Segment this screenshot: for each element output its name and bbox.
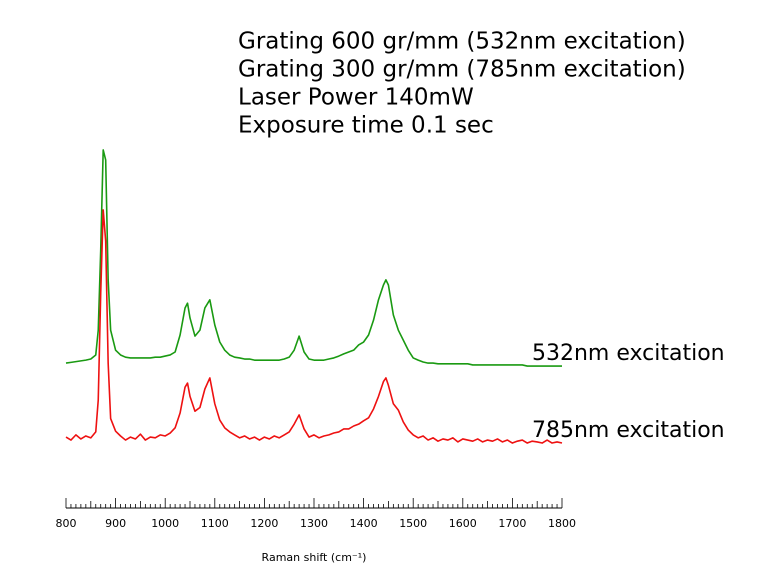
x-tick-label: 1200 [250, 517, 278, 530]
x-tick-label: 1800 [548, 517, 576, 530]
x-tick-label: 1500 [399, 517, 427, 530]
annotation: Grating 300 gr/mm (785nm excitation) [238, 57, 686, 83]
x-tick-label: 1300 [300, 517, 328, 530]
series-line [65, 149, 562, 367]
x-tick-label: 900 [105, 517, 126, 530]
annotation: Grating 600 gr/mm (532nm excitation) [238, 29, 686, 55]
series-line [65, 209, 563, 444]
x-tick-label: 1100 [201, 517, 229, 530]
annotation: Laser Power 140mW [238, 85, 474, 111]
series-label: 785nm excitation [532, 418, 725, 443]
x-tick-label: 800 [56, 517, 77, 530]
annotation: Exposure time 0.1 sec [238, 113, 494, 139]
x-tick-label: 1000 [151, 517, 179, 530]
x-tick-label: 1600 [449, 517, 477, 530]
x-axis-label: Raman shift (cm⁻¹) [262, 551, 367, 564]
x-tick-label: 1700 [498, 517, 526, 530]
x-tick-label: 1400 [350, 517, 378, 530]
series-label: 532nm excitation [532, 341, 725, 366]
